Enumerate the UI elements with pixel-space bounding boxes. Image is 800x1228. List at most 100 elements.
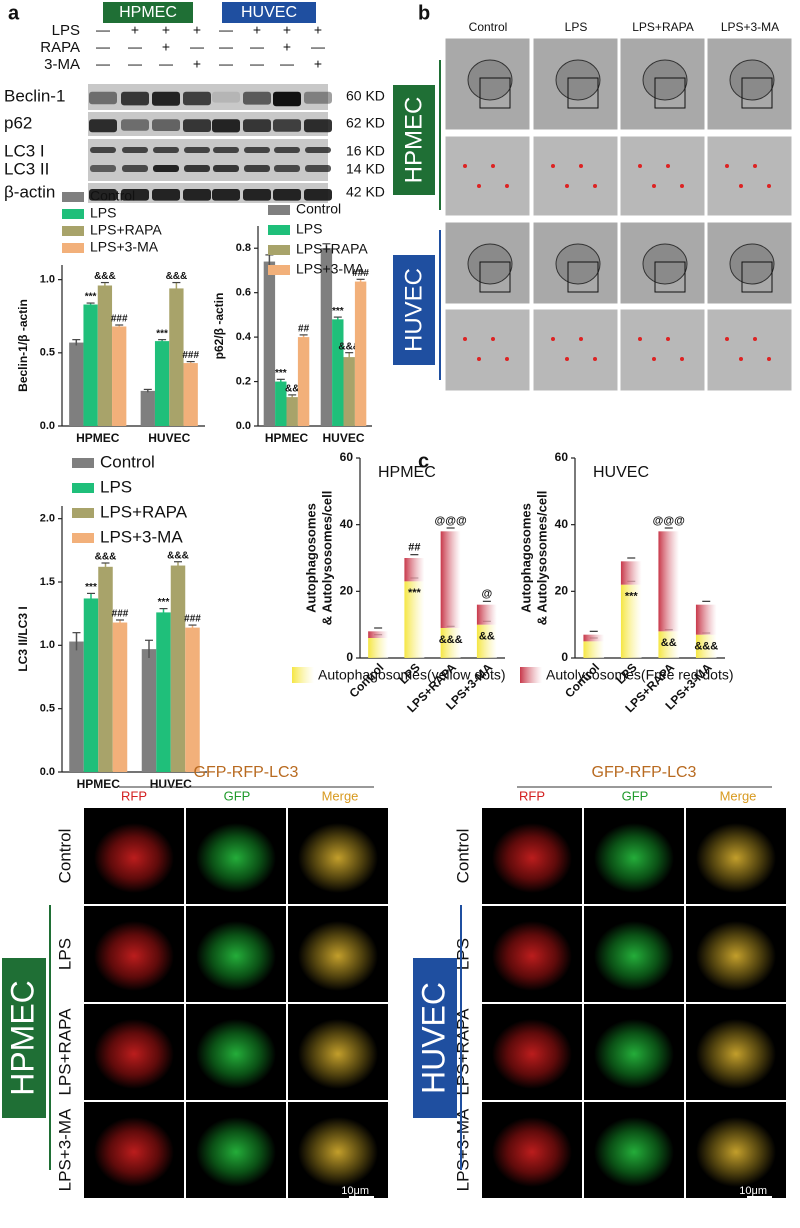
cell-signal [492, 823, 572, 893]
column-label: LPS+RAPA [632, 20, 693, 34]
treatment-label: RAPA [40, 39, 80, 56]
channel-label: RFP [121, 788, 147, 803]
stacked-bar [440, 628, 461, 658]
cell-line-box [393, 255, 435, 365]
sign: — [96, 39, 110, 55]
cell-signal [492, 921, 572, 991]
tem-dot [551, 337, 555, 341]
cell-signal [594, 1117, 674, 1187]
blot-band [243, 91, 271, 105]
panel-letter: c [418, 450, 429, 472]
tem-nucleus [467, 243, 513, 285]
channel-label: Merge [720, 788, 757, 803]
tem-dot [565, 184, 569, 188]
weight-label: 62 KD [346, 115, 385, 131]
cell-signal [492, 1019, 572, 1089]
cell-signal [196, 1019, 276, 1089]
significance: && [661, 637, 677, 649]
sign: + [162, 22, 170, 38]
cell-signal [298, 823, 378, 893]
tem-box [654, 261, 686, 293]
cell-line-label: HPMEC [400, 97, 427, 184]
stacked-bar [476, 604, 497, 625]
sign: — [311, 39, 325, 55]
channel-label: Merge [322, 788, 359, 803]
cell-line-box [413, 958, 457, 1118]
blot-band [305, 165, 331, 172]
cell-line-box [103, 2, 193, 23]
significance: &&& [167, 550, 189, 561]
tem-dot [725, 337, 729, 341]
blot-band [243, 119, 271, 132]
bar [263, 261, 276, 426]
sign: + [162, 39, 170, 55]
blot-band [122, 165, 148, 172]
sign: — [190, 39, 204, 55]
tem-image [532, 308, 619, 392]
blot-band [212, 91, 240, 103]
tem-box [654, 77, 686, 109]
cell-signal [594, 921, 674, 991]
tem-nucleus [467, 59, 513, 101]
bar [185, 627, 200, 772]
blot-band [121, 91, 149, 106]
y-tick-label: 0.4 [236, 331, 252, 343]
blot-band [244, 147, 270, 153]
significance: && [285, 384, 299, 395]
significance: ## [408, 542, 420, 554]
cell-line-label: HUVEC [415, 982, 451, 1094]
bar [97, 285, 113, 426]
sign: + [283, 22, 291, 38]
blot-band [152, 119, 180, 131]
stacked-bar [583, 641, 605, 658]
tem-box [479, 77, 511, 109]
cell-signal [696, 823, 776, 893]
weight-label: 42 KD [346, 184, 385, 200]
sign: + [314, 22, 322, 38]
row-label: LPS+RAPA [453, 1008, 472, 1096]
bar [112, 622, 128, 772]
y-tick-label: 0.8 [236, 242, 251, 254]
legend-swatch [62, 226, 84, 236]
weight-label: 60 KD [346, 88, 385, 104]
blot-band [89, 91, 117, 105]
protein-label: p62 [4, 113, 32, 132]
y-tick-label: 1.0 [40, 274, 55, 286]
panel-title: GFP-RFP-LC3 [592, 764, 697, 781]
legend-swatch [72, 458, 94, 468]
sign: + [193, 22, 201, 38]
significance: &&& [95, 552, 117, 563]
channel-label: GFP [224, 788, 251, 803]
significance: &&& [166, 271, 188, 282]
tem-dot [505, 357, 509, 361]
scale-bar-label: 10μm [341, 1185, 369, 1197]
cell-signal [196, 921, 276, 991]
y-tick-label: 2.0 [40, 513, 55, 525]
legend-swatch [268, 205, 290, 215]
scale-bar-label: 10μm [739, 1185, 767, 1197]
y-tick-label: 0.5 [40, 347, 55, 359]
tem-nucleus [642, 243, 688, 285]
y-tick-label: 60 [555, 450, 569, 464]
y-axis-label: Beclin-1/β -actin [16, 299, 30, 392]
protein-label: β-actin [4, 182, 55, 201]
row-label: Control [453, 829, 472, 884]
cell-line-label: HUVEC [241, 4, 297, 21]
y-axis-label: p62/β -actin [212, 293, 226, 360]
stacked-bar [583, 634, 605, 642]
column-label: LPS [565, 20, 588, 34]
y-tick-label: 60 [340, 450, 354, 464]
x-tick-label: HUVEC [150, 777, 192, 791]
blot-strip [208, 139, 328, 181]
cell-line-label: HPMEC [119, 4, 177, 21]
stacked-bar [368, 638, 389, 658]
row-label: LPS [55, 938, 74, 970]
bar [354, 281, 367, 426]
stacked-bar [658, 631, 680, 658]
significance: *** [85, 292, 97, 303]
y-tick-label: 0.0 [40, 420, 55, 432]
tem-dot [767, 357, 771, 361]
tem-dot [666, 337, 670, 341]
sign: — [280, 56, 294, 72]
